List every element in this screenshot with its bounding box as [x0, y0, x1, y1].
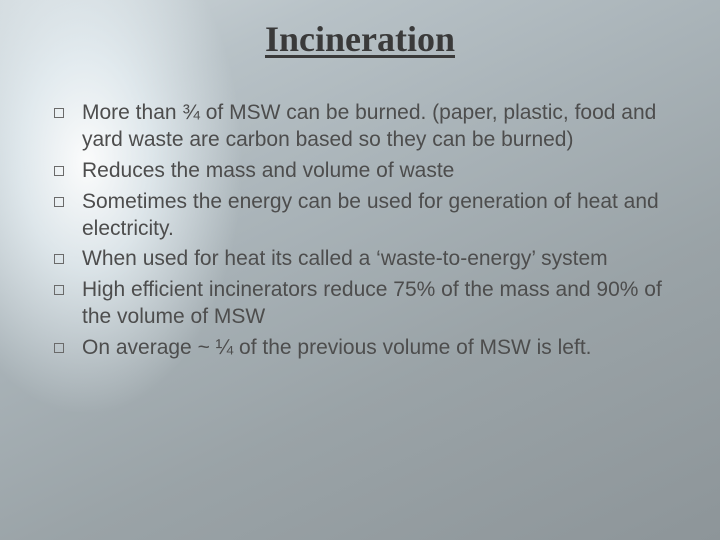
bullet-list: More than ¾ of MSW can be burned. (paper…	[48, 100, 680, 362]
slide: Incineration More than ¾ of MSW can be b…	[0, 0, 720, 540]
list-item: Sometimes the energy can be used for gen…	[48, 189, 680, 243]
list-item: Reduces the mass and volume of waste	[48, 158, 680, 185]
list-item: On average ~ ¼ of the previous volume of…	[48, 335, 680, 362]
slide-title: Incineration	[0, 18, 720, 60]
list-item: High efficient incinerators reduce 75% o…	[48, 277, 680, 331]
list-item: More than ¾ of MSW can be burned. (paper…	[48, 100, 680, 154]
list-item: When used for heat its called a ‘waste-t…	[48, 246, 680, 273]
slide-body: More than ¾ of MSW can be burned. (paper…	[48, 100, 680, 366]
